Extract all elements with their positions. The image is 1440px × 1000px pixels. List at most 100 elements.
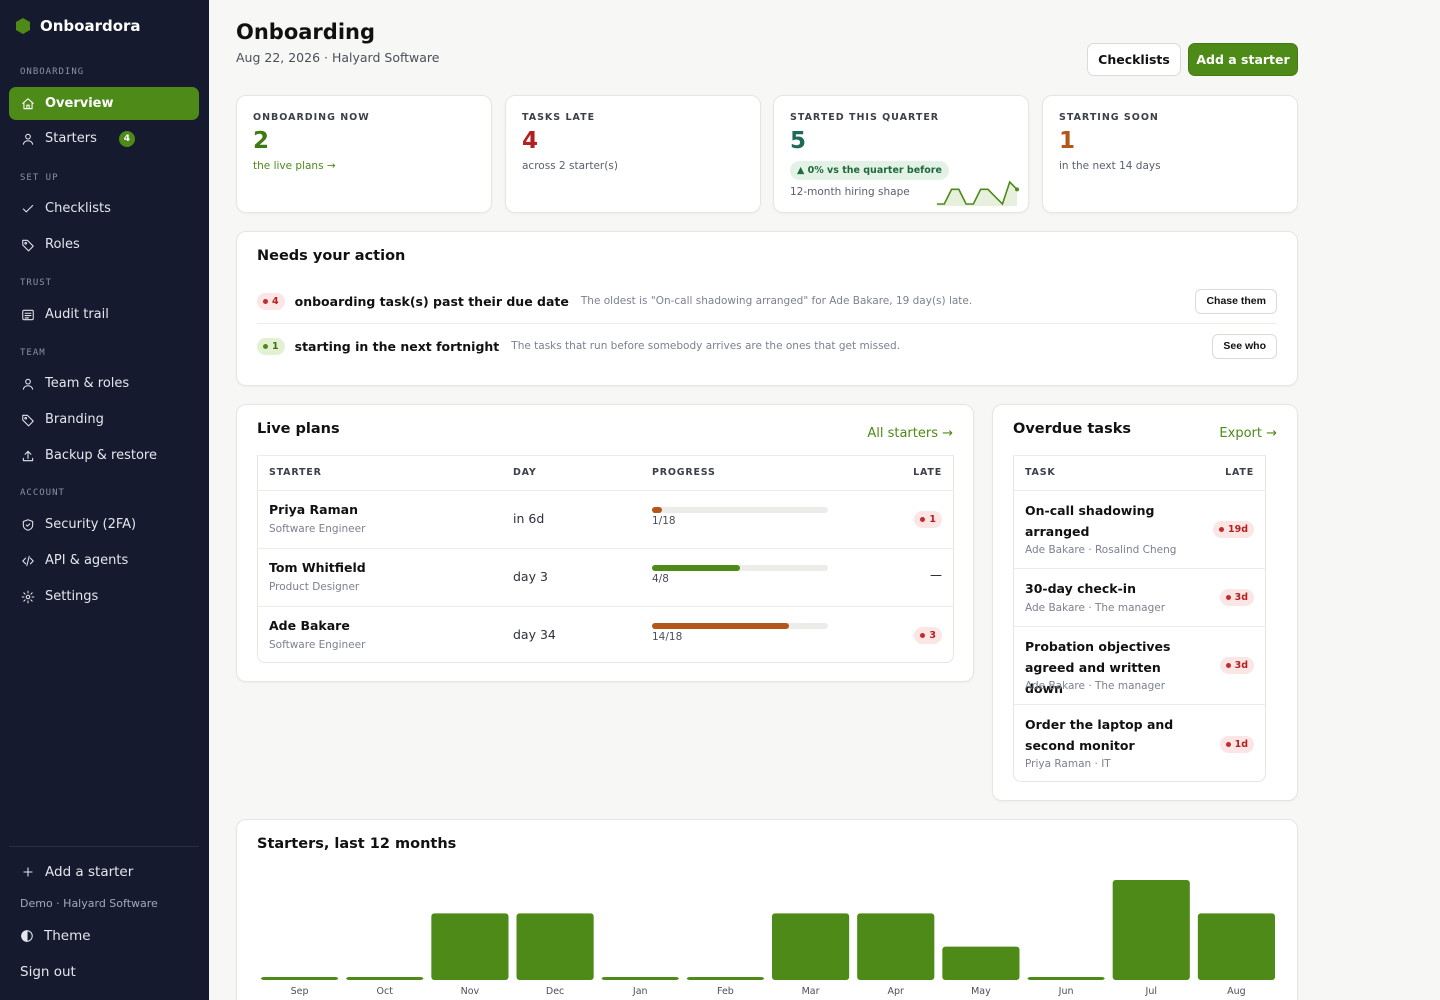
sidebar-item-audit-trail[interactable]: Audit trail [9, 298, 199, 331]
starter-day: day 3 [513, 569, 548, 584]
all-starters-link[interactable]: All starters → [867, 426, 953, 441]
late-days: 19d [1227, 524, 1248, 535]
starting-count-badge: 1 [257, 337, 285, 355]
badge-count: 4 [272, 295, 279, 307]
table-row[interactable]: On-call shadowing arranged Ade Bakare · … [1014, 490, 1265, 568]
task-title[interactable]: Probation objectives agreed and written … [1025, 639, 1171, 696]
gear-icon [21, 590, 35, 604]
live-plans-link[interactable]: the live plans → [253, 160, 336, 172]
table-row[interactable]: Tom Whitfield Product Designer day 3 4/8… [258, 548, 953, 606]
bar-mar[interactable] [772, 913, 850, 980]
table-row[interactable]: Probation objectives agreed and written … [1014, 626, 1265, 704]
late-badge: 3 [914, 627, 942, 644]
kpi-value: 1 [1059, 128, 1076, 154]
kpi-starting-soon: STARTING SOON 1 in the next 14 days [1042, 95, 1298, 213]
progress-label: 4/8 [652, 573, 669, 585]
live-plans-table: STARTER DAY PROGRESS LATE Priya Raman So… [257, 455, 954, 663]
sidebar-add-starter-button[interactable]: Add a starter [21, 864, 133, 880]
late-badge: 3d [1219, 657, 1254, 674]
see-who-button[interactable]: See who [1212, 333, 1277, 359]
action-headline: starting in the next fortnight [294, 338, 500, 354]
task-meta: Ade Bakare · Rosalind Cheng [1025, 544, 1177, 556]
kpi-label: ONBOARDING NOW [253, 112, 370, 123]
table-row[interactable]: Ade Bakare Software Engineer day 34 14/1… [258, 606, 953, 664]
task-meta: Ade Bakare · The manager [1025, 602, 1166, 614]
checklists-button[interactable]: Checklists [1087, 43, 1181, 76]
task-meta: Ade Bakare · The manager [1025, 680, 1166, 692]
bar-nov[interactable] [431, 913, 509, 980]
sidebar-item-overview[interactable]: Overview [9, 87, 199, 120]
sidebar-item-backup-restore[interactable]: Backup & restore [9, 439, 199, 472]
bar-oct[interactable] [346, 977, 424, 980]
chase-them-button[interactable]: Chase them [1195, 288, 1277, 314]
task-meta: Priya Raman · IT [1025, 758, 1111, 770]
nav-section-account: ACCOUNT [20, 488, 65, 498]
sidebar-item-roles[interactable]: Roles [9, 228, 199, 261]
x-tick-label: Sep [291, 986, 309, 997]
progress-fill [652, 565, 740, 571]
nav-section-team: TEAM [20, 348, 46, 358]
task-title[interactable]: Order the laptop and second monitor [1025, 717, 1174, 753]
sidebar-item-team-roles[interactable]: Team & roles [9, 367, 199, 400]
kpi-value: 4 [522, 128, 539, 154]
hiring-sparkline [937, 180, 1019, 206]
bar-jul[interactable] [1112, 880, 1190, 980]
tag-icon [21, 238, 35, 252]
sidebar-item-branding[interactable]: Branding [9, 403, 199, 436]
starter-name[interactable]: Tom Whitfield [269, 560, 366, 575]
sparkline-end-point [1015, 187, 1019, 192]
page-subtitle: Aug 22, 2026 · Halyard Software [236, 50, 440, 65]
sparkline-area [937, 182, 1017, 206]
table-row[interactable]: 30-day check-in Ade Bakare · The manager… [1014, 568, 1265, 626]
starter-role: Software Engineer [269, 523, 366, 535]
bar-aug[interactable] [1197, 913, 1275, 980]
table-row[interactable]: Priya Raman Software Engineer in 6d 1/18… [258, 490, 953, 548]
x-tick-label: Jan [632, 986, 648, 997]
sidebar-item-security[interactable]: Security (2FA) [9, 508, 199, 541]
brand[interactable]: Onboardora [16, 17, 141, 35]
sidebar-item-label: Audit trail [45, 307, 109, 322]
bar-jan[interactable] [601, 977, 679, 980]
sidebar-item-checklists[interactable]: Checklists [9, 192, 199, 225]
task-title[interactable]: 30-day check-in [1025, 581, 1136, 596]
bar-dec[interactable] [516, 913, 594, 980]
x-tick-label: Apr [888, 986, 905, 997]
sidebar-item-label: API & agents [45, 553, 129, 568]
needs-action-title: Needs your action [257, 248, 406, 264]
add-starter-button[interactable]: Add a starter [1188, 43, 1298, 76]
late-count: 1 [929, 514, 936, 525]
task-title[interactable]: On-call shadowing arranged [1025, 503, 1155, 539]
bar-sep[interactable] [261, 977, 339, 980]
bar-jun[interactable] [1027, 977, 1105, 980]
kpi-footnote: across 2 starter(s) [522, 160, 618, 172]
starter-name[interactable]: Ade Bakare [269, 618, 350, 633]
bar-may[interactable] [942, 946, 1020, 980]
starter-name[interactable]: Priya Raman [269, 502, 358, 517]
sidebar-item-settings[interactable]: Settings [9, 580, 199, 613]
kpi-value: 2 [253, 128, 270, 154]
sidebar-item-label: Backup & restore [45, 448, 157, 463]
table-row[interactable]: Order the laptop and second monitor Priy… [1014, 704, 1265, 783]
sign-out-link[interactable]: Sign out [20, 964, 76, 980]
status-dot [920, 633, 926, 638]
user-icon [21, 132, 35, 146]
sidebar-item-starters[interactable]: Starters 4 [9, 122, 199, 155]
kpi-label: STARTING SOON [1059, 112, 1159, 123]
needs-action-card: Needs your action 4 onboarding task(s) p… [236, 231, 1298, 386]
overdue-table: TASK LATE On-call shadowing arranged Ade… [1013, 455, 1266, 782]
shield-icon [21, 518, 35, 532]
x-tick-label: Jul [1145, 986, 1157, 997]
late-badge: 3d [1219, 589, 1254, 606]
progress-bar [652, 623, 828, 629]
plus-icon [21, 865, 35, 879]
live-plans-title: Live plans [257, 421, 340, 437]
sidebar-item-api-agents[interactable]: API & agents [9, 544, 199, 577]
theme-toggle[interactable]: Theme [20, 928, 91, 944]
action-detail: The oldest is "On-call shadowing arrange… [580, 295, 973, 307]
bar-feb[interactable] [686, 977, 764, 980]
export-link[interactable]: Export → [1219, 426, 1277, 441]
x-tick-label: Feb [717, 986, 734, 997]
bar-apr[interactable] [857, 913, 935, 980]
starter-day: day 34 [513, 627, 556, 642]
column-header-late: LATE [1225, 467, 1254, 478]
